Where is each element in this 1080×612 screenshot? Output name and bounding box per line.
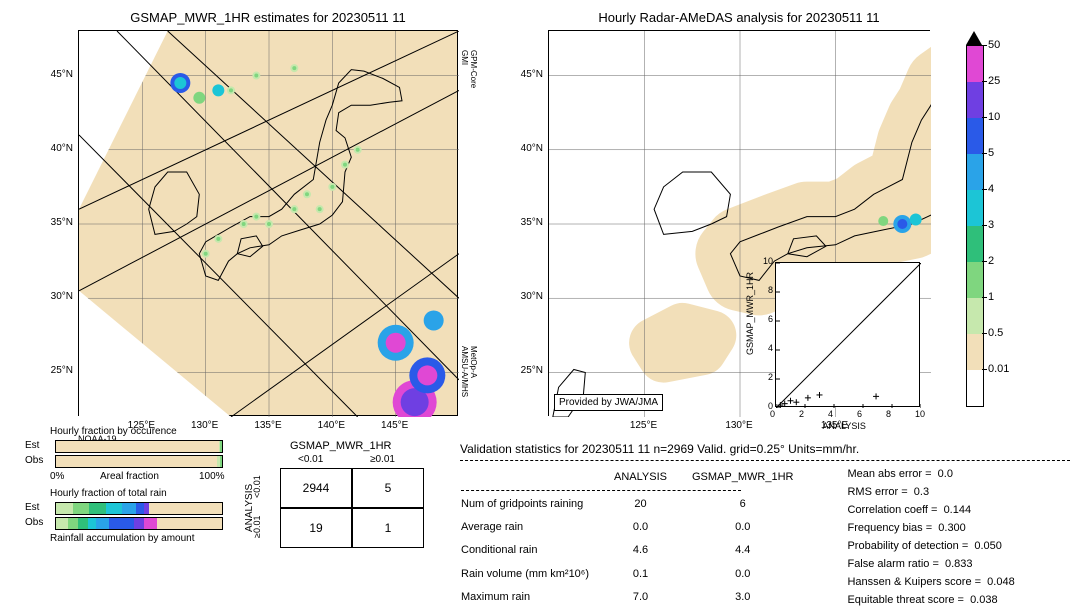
cbar-tick: 1 <box>988 291 994 303</box>
left-map <box>78 30 458 416</box>
inset-scatter <box>775 262 920 407</box>
contingency-cell: 2944 <box>280 468 352 508</box>
contingency-cell: 5 <box>352 468 424 508</box>
provided-by-label: Provided by JWA/JMA <box>554 394 663 411</box>
stats-title: Validation statistics for 20230511 11 n=… <box>460 440 1070 461</box>
cbar-tick: 4 <box>988 183 994 195</box>
stat-metric: Probability of detection = 0.050 <box>847 537 1014 555</box>
contingency-cell: 19 <box>280 508 352 548</box>
stat-metric: Mean abs error = 0.0 <box>847 465 1014 483</box>
left-map-title: GSMAP_MWR_1HR estimates for 20230511 11 <box>78 10 458 25</box>
stat-metric: Frequency bias = 0.300 <box>847 519 1014 537</box>
stat-metric: Equitable threat score = 0.038 <box>847 591 1014 609</box>
stat-metric: False alarm ratio = 0.833 <box>847 555 1014 573</box>
cbar-tick: 0.5 <box>988 327 1003 339</box>
stats-block: Validation statistics for 20230511 11 n=… <box>460 440 1070 609</box>
stat-metric: Hanssen & Kuipers score = 0.048 <box>847 573 1014 591</box>
colorbar-arrow <box>966 31 982 45</box>
cbar-tick: 0.01 <box>988 363 1009 375</box>
right-map-title: Hourly Radar-AMeDAS analysis for 2023051… <box>548 10 930 25</box>
contingency-cell: 1 <box>352 508 424 548</box>
cbar-tick: 3 <box>988 219 994 231</box>
cbar-tick: 10 <box>988 111 1000 123</box>
cbar-tick: 25 <box>988 75 1000 87</box>
stats-table: ANALYSISGSMAP_MWR_1HRNum of gridpoints r… <box>460 465 817 609</box>
cbar-tick: 50 <box>988 39 1000 51</box>
stat-metric: Correlation coeff = 0.144 <box>847 501 1014 519</box>
cbar-tick: 2 <box>988 255 994 267</box>
colorbar <box>966 45 984 407</box>
cbar-tick: 5 <box>988 147 994 159</box>
stat-metric: RMS error = 0.3 <box>847 483 1014 501</box>
